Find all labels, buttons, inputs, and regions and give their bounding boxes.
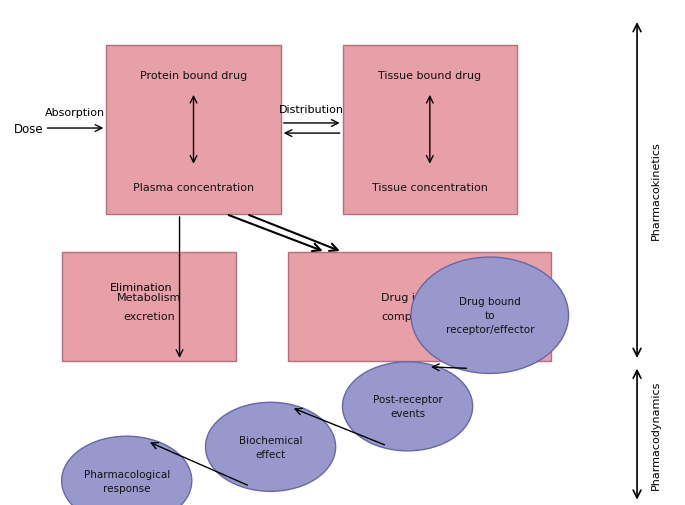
Ellipse shape — [411, 258, 569, 374]
Text: Post-receptor: Post-receptor — [373, 394, 443, 405]
FancyBboxPatch shape — [342, 45, 517, 215]
Text: receptor/effector: receptor/effector — [445, 325, 534, 335]
Text: Absorption: Absorption — [45, 108, 105, 118]
Text: Tissue concentration: Tissue concentration — [372, 183, 488, 192]
Ellipse shape — [62, 436, 192, 505]
Text: Dose: Dose — [14, 122, 43, 135]
Ellipse shape — [206, 402, 336, 491]
Text: Plasma concentration: Plasma concentration — [133, 183, 254, 192]
Text: Drug in effect: Drug in effect — [381, 292, 458, 302]
Text: excretion: excretion — [123, 312, 175, 321]
Ellipse shape — [342, 362, 473, 451]
Text: Pharmacokinetics: Pharmacokinetics — [651, 141, 661, 240]
FancyBboxPatch shape — [62, 252, 236, 361]
FancyBboxPatch shape — [288, 252, 551, 361]
Text: Biochemical: Biochemical — [239, 435, 302, 445]
Text: to: to — [484, 311, 495, 321]
Text: Drug bound: Drug bound — [459, 296, 521, 307]
Text: events: events — [390, 409, 425, 419]
Text: Pharmacological: Pharmacological — [84, 469, 170, 479]
Text: response: response — [103, 483, 151, 493]
Text: Protein bound drug: Protein bound drug — [140, 71, 247, 81]
Text: effect: effect — [256, 449, 286, 459]
Text: Distribution: Distribution — [279, 105, 344, 115]
FancyBboxPatch shape — [106, 45, 281, 215]
Text: Metabolism: Metabolism — [117, 292, 181, 302]
Text: Tissue bound drug: Tissue bound drug — [378, 71, 482, 81]
Text: compartment: compartment — [382, 312, 458, 321]
Text: Elimination: Elimination — [110, 283, 173, 293]
Text: Pharmacodynamics: Pharmacodynamics — [651, 380, 661, 489]
